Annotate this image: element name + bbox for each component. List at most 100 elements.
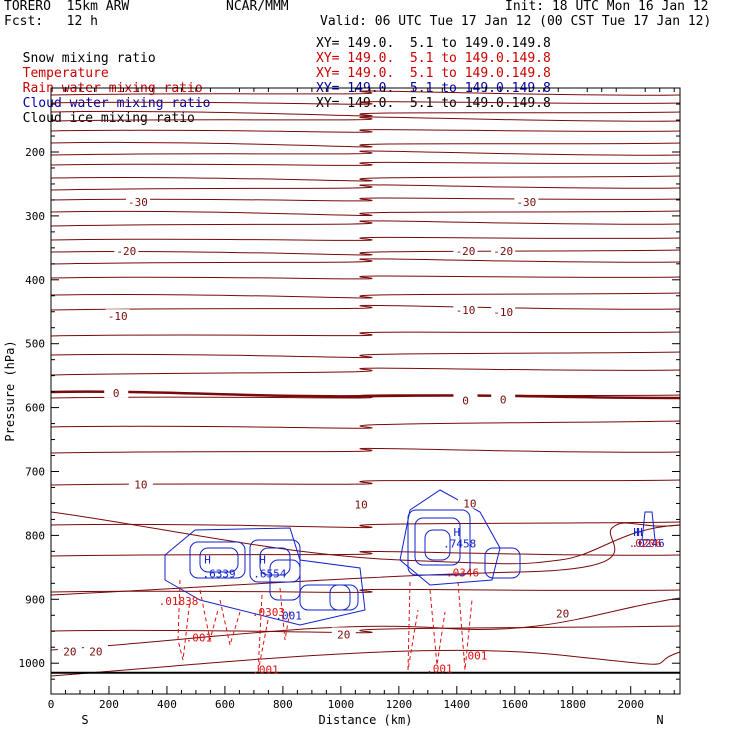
temperature-isotherm [50, 331, 681, 337]
x-tick-label: 2000 [617, 698, 644, 711]
y-tick-label: 600 [25, 402, 45, 415]
x-tick-label: 600 [215, 698, 235, 711]
temperature-isotherm [50, 129, 681, 133]
temperature-isotherm [50, 141, 681, 148]
x-tick-label: 1800 [560, 698, 587, 711]
temperature-isotherm [50, 304, 681, 311]
temperature-isotherm [50, 150, 681, 156]
temperature-isotherm [50, 210, 681, 216]
legend-row-cloud-water: Cloud water mixing ratio [7, 81, 211, 111]
cloud-water-label: .0246 [632, 537, 665, 550]
rain-water-label: .01838 [159, 595, 199, 608]
init-time: Init: 18 UTC Mon 16 Jan 12 [505, 0, 709, 14]
temperature-label-bg [514, 194, 539, 207]
y-tick-label: 900 [25, 593, 45, 606]
temperature-label-bg [457, 496, 482, 509]
temperature-contour-label: 20 [337, 628, 350, 641]
temperature-contour-label: 20 [89, 646, 102, 659]
rain-water-label: .0303 [252, 606, 285, 619]
cloud-max-mark: H [636, 526, 643, 539]
temperature-isotherm [50, 220, 681, 227]
cloud-water-contour [641, 511, 656, 541]
temperature-isotherm [50, 367, 681, 376]
x-axis-title: Distance (km) [319, 713, 413, 727]
temperature-contour-label: 20 [556, 607, 569, 620]
temperature-isotherm [50, 175, 681, 182]
rain-water-contour [457, 581, 473, 671]
temperature-label-bg [491, 244, 516, 257]
y-tick-label: 200 [25, 146, 45, 159]
cloud-water-contour [164, 527, 366, 626]
legend-label-cloud-water: Cloud water mixing ratio [22, 96, 211, 111]
y-tick-label: 300 [25, 210, 45, 223]
cloud-water-label: H [204, 554, 211, 567]
rain-water-label: .001 [252, 664, 279, 677]
temperature-contour-label: 0 [500, 393, 507, 406]
y-tick-label: 500 [25, 338, 45, 351]
temperature-label-bg [453, 302, 478, 315]
temperature-label-bg [331, 627, 356, 640]
temperature-contour-label: -20 [456, 245, 476, 258]
x-tick-label: 1200 [386, 698, 413, 711]
valid-time: Valid: 06 UTC Tue 17 Jan 12 (00 CST Tue … [320, 14, 712, 29]
temperature-isotherm [50, 588, 681, 593]
cloud-water-label: .001 [275, 609, 302, 622]
temperature-isotherm [50, 597, 681, 651]
temperature-contour-label: -20 [116, 245, 136, 258]
cloud-water-contour [199, 547, 239, 573]
forecast-hour: Fcst: 12 h [4, 14, 98, 29]
y-axis-title: Pressure (hPa) [3, 340, 17, 441]
legend-xy-cloud-ice: XY= 149.0. 5.1 to 149.0.149.8 [316, 96, 551, 111]
temperature-label-bg [114, 244, 139, 257]
cloud-water-contour [249, 539, 301, 583]
temperature-isotherm [50, 511, 681, 565]
cloud-water-label: .6554 [253, 568, 286, 581]
cloud-water-contour [329, 584, 359, 611]
temperature-label-bg [128, 477, 153, 490]
temperature-label-bg [491, 392, 516, 405]
temperature-label-bg [491, 304, 516, 317]
temperature-isotherm [50, 236, 681, 241]
cloud-water-contour [407, 509, 471, 576]
x-tick-label: 1600 [502, 698, 529, 711]
center-label: NCAR/MMM [226, 0, 289, 14]
rain-water-label: .0206 [629, 537, 662, 550]
x-tick-label: 200 [99, 698, 119, 711]
temperature-contour-label: 10 [463, 497, 476, 510]
temperature-contour-label: -20 [493, 245, 513, 258]
temperature-contour-label: -30 [516, 196, 536, 209]
temperature-isotherm [50, 101, 681, 105]
legend-row-snow: Snow mixing ratio [7, 36, 156, 66]
temperature-isotherm [50, 420, 681, 429]
temperature-isotherm [50, 522, 681, 596]
rain-water-label: .001 [426, 662, 453, 675]
temperature-isotherm [50, 184, 681, 191]
y-tick-label: 400 [25, 274, 45, 287]
legend-label-cloud-ice: Cloud ice mixing ratio [22, 111, 195, 126]
south-end-label: S [81, 713, 88, 727]
temperature-isotherm-zero [50, 390, 681, 400]
north-end-label: N [656, 713, 663, 727]
temperature-label-bg [57, 644, 82, 657]
temperature-isotherm [50, 351, 681, 359]
y-tick-label: 700 [25, 466, 45, 479]
temperature-isotherm [50, 625, 681, 634]
cloud-water-contour [189, 541, 246, 579]
temperature-isotherm [50, 197, 681, 202]
legend-row-temperature: Temperature [7, 51, 109, 81]
temperature-contour-label: -10 [493, 306, 513, 319]
temperature-contour-label: -10 [456, 304, 476, 317]
y-tick-label: 1000 [19, 657, 46, 670]
cloud-water-contour [299, 584, 351, 611]
legend-label-snow: Snow mixing ratio [22, 51, 156, 66]
rain-water-label: .001 [186, 632, 213, 645]
plot-frame [50, 87, 681, 695]
temperature-label-bg [349, 497, 374, 510]
temperature-label-bg [83, 644, 108, 657]
temperature-label-bg [453, 393, 478, 406]
legend-xy-rain: XY= 149.0. 5.1 to 149.0.149.8 [316, 66, 551, 81]
rain-water-label: .001 [461, 650, 488, 663]
temperature-isotherm [50, 521, 681, 529]
temperature-isotherm [50, 649, 681, 677]
